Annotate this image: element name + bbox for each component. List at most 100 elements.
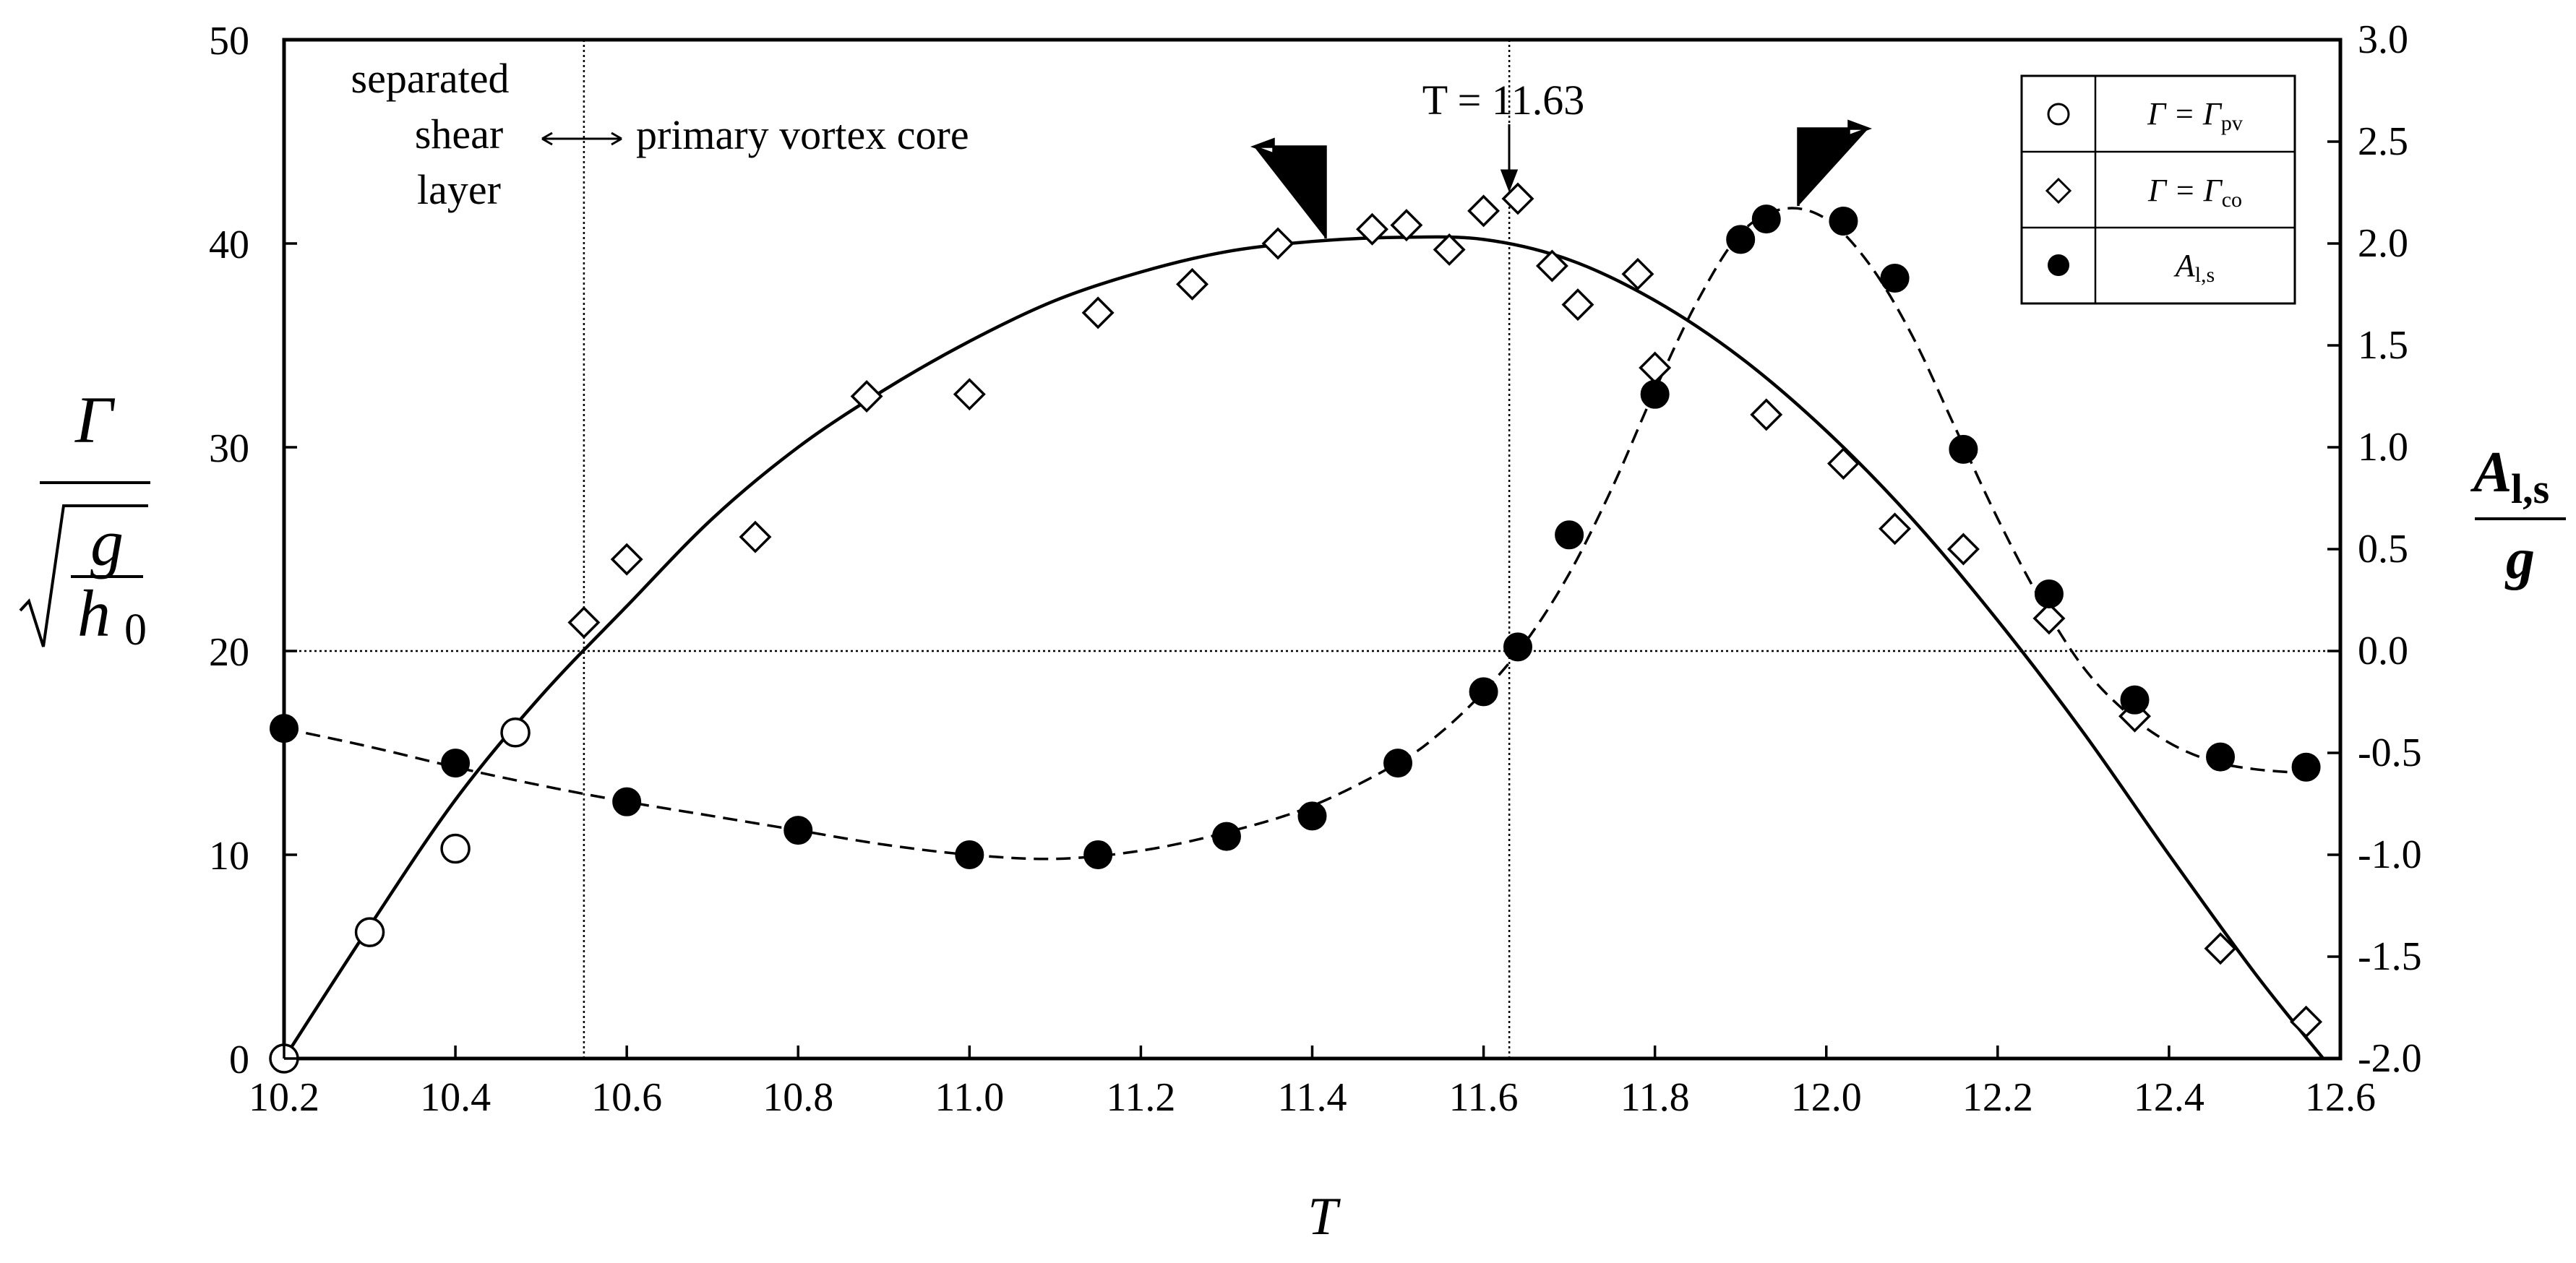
left-y-label-radicand-top: g bbox=[90, 506, 124, 579]
filled-circle-point bbox=[2034, 579, 2064, 609]
dashed-fit-curve bbox=[283, 207, 2306, 861]
x-tick-label: 11.8 bbox=[1620, 1075, 1690, 1120]
filled-circle-point bbox=[1297, 801, 1327, 831]
open-diamond-point bbox=[850, 380, 883, 413]
filled-circle-point bbox=[1829, 206, 1858, 236]
right-y-axis-title: A l,s g bbox=[2470, 441, 2566, 591]
left-y-tick-label: 0 bbox=[229, 1038, 249, 1082]
left-y-label-radicand-bottom: h bbox=[77, 577, 111, 650]
filled-circle-point bbox=[2120, 685, 2150, 715]
open-diamond-point bbox=[1621, 257, 1654, 290]
open-diamond-point bbox=[1826, 447, 1860, 480]
left-y-label-numerator: Γ bbox=[74, 383, 116, 457]
x-tick-label: 10.8 bbox=[763, 1075, 833, 1120]
region-annotation-left: separated shear layer bbox=[351, 55, 510, 213]
x-tick-label: 11.6 bbox=[1449, 1075, 1519, 1120]
right-axis-indicator-arrow-icon bbox=[1797, 119, 1873, 206]
legend-entry-1-text: Γ = Γ bbox=[2147, 96, 2223, 132]
filled-circle-point bbox=[2206, 742, 2236, 772]
x-tick-label: 11.4 bbox=[1278, 1075, 1347, 1120]
region-divider-arrow-icon bbox=[541, 132, 622, 146]
left-y-axis-title: Γ g h 0 bbox=[19, 383, 150, 655]
region-left-line-1: separated bbox=[351, 55, 510, 102]
open-diamond-point bbox=[953, 378, 986, 411]
filled-circle-point bbox=[1640, 379, 1670, 409]
left-y-tick-label: 40 bbox=[209, 223, 249, 267]
right-y-tick-label: 0.0 bbox=[2358, 629, 2408, 673]
filled-circle-point bbox=[783, 816, 813, 845]
x-tick-label: 12.2 bbox=[1962, 1075, 2033, 1120]
x-tick-label: 12.4 bbox=[2134, 1075, 2204, 1120]
legend-entry-3: Al,s bbox=[2173, 248, 2215, 287]
open-diamond-point bbox=[1433, 233, 1466, 266]
data-markers bbox=[269, 182, 2323, 1074]
left-axis-indicator-arrow-icon bbox=[1250, 137, 1327, 238]
right-y-tick-label: -1.5 bbox=[2358, 934, 2422, 979]
filled-circle-point bbox=[1726, 225, 1756, 254]
legend-entry-2-sub: co bbox=[2222, 188, 2242, 212]
left-y-tick-label: 30 bbox=[209, 426, 249, 471]
legend-filled-circle-icon bbox=[2048, 254, 2069, 276]
t-marker-arrow-icon bbox=[1500, 124, 1519, 193]
right-y-tick-label: 1.0 bbox=[2358, 425, 2408, 470]
open-diamond-point bbox=[2032, 602, 2066, 635]
open-diamond-point bbox=[1879, 512, 1912, 546]
legend-open-diamond-icon bbox=[2045, 177, 2072, 204]
reference-lines bbox=[284, 40, 2340, 1059]
right-y-label-numerator: A bbox=[2470, 441, 2512, 504]
open-diamond-point bbox=[1750, 398, 1783, 431]
x-tick-label: 10.2 bbox=[249, 1075, 319, 1120]
left-y-tick-label: 10 bbox=[209, 834, 249, 879]
open-diamond-point bbox=[2204, 932, 2237, 965]
open-diamond-point bbox=[610, 543, 643, 576]
region-left-line-3: layer bbox=[417, 166, 501, 213]
right-y-tick-label: 2.0 bbox=[2358, 221, 2408, 266]
x-tick-label: 10.6 bbox=[591, 1075, 662, 1120]
open-diamond-point bbox=[567, 606, 601, 639]
open-diamond-point bbox=[1176, 267, 1209, 301]
right-y-tick-label: -2.0 bbox=[2358, 1036, 2422, 1081]
filled-circle-point bbox=[1469, 677, 1498, 707]
solid-fit-curve bbox=[283, 235, 2325, 1060]
filled-circle-point bbox=[1083, 840, 1113, 869]
open-diamond-point bbox=[1467, 194, 1500, 228]
x-tick-label: 11.2 bbox=[1106, 1075, 1175, 1120]
right-y-tick-label: 0.5 bbox=[2358, 527, 2408, 572]
left-y-tick-label: 20 bbox=[209, 630, 249, 675]
filled-circle-point bbox=[441, 749, 471, 778]
legend-entry-1-sub: pv bbox=[2221, 111, 2243, 135]
open-diamond-point bbox=[1535, 249, 1568, 283]
legend-entry-2: Γ = Γco bbox=[2147, 173, 2242, 212]
fit-curves bbox=[283, 207, 2325, 1060]
region-annotation-right: primary vortex core bbox=[636, 111, 969, 158]
open-diamond-point bbox=[1261, 227, 1295, 260]
left-y-tick-label: 50 bbox=[209, 19, 249, 64]
filled-circle-point bbox=[1880, 263, 1910, 293]
filled-circle-point bbox=[1503, 632, 1532, 662]
right-y-tick-label: -0.5 bbox=[2358, 730, 2422, 775]
right-y-tick-label: -1.0 bbox=[2358, 832, 2422, 877]
right-y-axis-ticks: -2.0 -1.5 -1.0 -0.5 0.0 0.5 1.0 1.5 2.0 2.5 3.0 bbox=[2327, 17, 2422, 1081]
open-circle-point bbox=[440, 833, 471, 864]
legend-entry-2-text: Γ = Γ bbox=[2147, 173, 2223, 208]
filled-circle-point bbox=[1383, 749, 1413, 778]
region-left-line-2: shear bbox=[415, 111, 503, 158]
filled-circle-point bbox=[955, 840, 984, 869]
filled-circle-point bbox=[1555, 520, 1584, 550]
legend-entry-3-text: A bbox=[2173, 248, 2196, 283]
filled-circle-point bbox=[2291, 752, 2321, 782]
legend-open-circle-icon bbox=[2047, 103, 2070, 126]
filled-circle-point bbox=[612, 787, 642, 816]
filled-circle-point bbox=[270, 714, 299, 743]
open-diamond-point bbox=[1561, 288, 1594, 322]
right-y-tick-label: 3.0 bbox=[2358, 17, 2408, 62]
x-tick-label: 12.0 bbox=[1791, 1075, 1862, 1120]
open-circle-point bbox=[354, 917, 385, 947]
filled-circle-point bbox=[1211, 822, 1241, 851]
left-y-label-sqrt-sign bbox=[19, 504, 148, 647]
open-diamond-point bbox=[1356, 212, 1388, 246]
left-y-axis-ticks: 0 10 20 30 40 50 bbox=[209, 19, 297, 1082]
open-diamond-point bbox=[1639, 351, 1672, 384]
right-y-tick-label: 1.5 bbox=[2358, 323, 2408, 368]
